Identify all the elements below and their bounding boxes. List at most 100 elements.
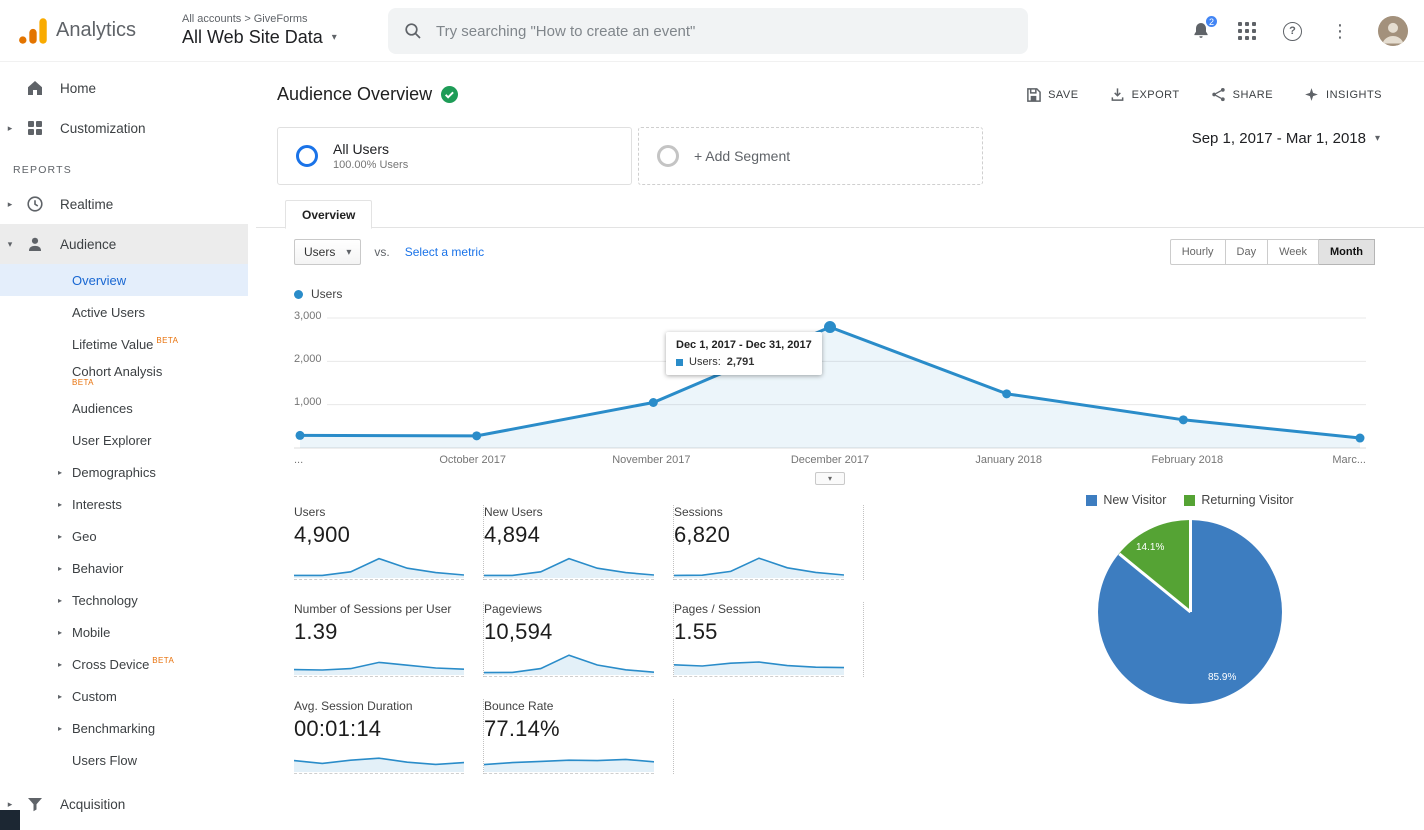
sidebar-subitem[interactable]: ▸ Behavior xyxy=(58,560,124,576)
metric-card[interactable]: Pages / Session 1.55 xyxy=(674,602,864,677)
metric-card[interactable]: Users 4,900 xyxy=(294,505,484,580)
help-icon[interactable]: ? xyxy=(1283,21,1302,41)
bell-icon xyxy=(1191,21,1211,41)
timeline-scrubber-handle[interactable]: ▾ xyxy=(815,472,845,485)
metric-sparkline xyxy=(294,747,464,774)
insights-icon xyxy=(1304,87,1319,102)
sidebar-item-realtime[interactable]: ▸ Realtime xyxy=(0,184,248,224)
sidebar: Home ▸ Customization REPORTS ▸ Realtime … xyxy=(0,62,256,830)
segment-bar: All Users 100.00% Users + Add Segment Se… xyxy=(277,127,1380,185)
metric-card[interactable]: Avg. Session Duration 00:01:14 xyxy=(294,699,484,774)
x-axis-label: Marc... xyxy=(1332,454,1366,466)
notification-badge: 2 xyxy=(1204,14,1219,29)
metric-sparkline xyxy=(674,553,844,580)
expand-caret-icon: ▸ xyxy=(7,198,13,209)
avatar[interactable] xyxy=(1378,16,1408,46)
sidebar-subitem[interactable]: User Explorer xyxy=(72,432,152,448)
line-chart-legend: Users xyxy=(294,287,342,301)
add-segment-button[interactable]: + Add Segment xyxy=(638,127,983,185)
sidebar-subitem[interactable]: ▸ Demographics xyxy=(58,464,156,480)
export-button[interactable]: EXPORT xyxy=(1110,87,1180,102)
granularity-button[interactable]: Month xyxy=(1319,239,1375,265)
legend-returning-visitor[interactable]: Returning Visitor xyxy=(1184,493,1294,507)
sidebar-subitem[interactable]: ▸ Mobile xyxy=(58,624,111,640)
sidebar-item-audience[interactable]: ▾ Audience xyxy=(0,224,248,264)
report-header: Audience Overview SAVE EXPORT SHARE INSI… xyxy=(277,84,1382,105)
overflow-menu-icon[interactable]: ⋮ xyxy=(1331,20,1349,41)
users-over-time-chart: 3,000 2,000 1,000 ... October 2017 Novembe… xyxy=(294,305,1366,490)
expand-caret-icon: ▸ xyxy=(58,723,63,733)
chevron-down-icon: ▾ xyxy=(346,246,352,258)
sidebar-subitem[interactable]: ▸ Cross Device BETA xyxy=(58,655,175,672)
granularity-button[interactable]: Hourly xyxy=(1169,239,1226,265)
nav-collapse-corner[interactable] xyxy=(0,810,20,830)
expand-caret-icon: ▸ xyxy=(58,691,63,701)
share-button[interactable]: SHARE xyxy=(1211,87,1273,102)
insights-button[interactable]: INSIGHTS xyxy=(1304,87,1382,102)
sidebar-item-behavior[interactable]: ▸ Behavior xyxy=(0,824,248,830)
segment-all-users[interactable]: All Users 100.00% Users xyxy=(277,127,632,185)
granularity-toggle: Hourly Day Week Month xyxy=(1169,239,1375,265)
expand-caret-icon: ▸ xyxy=(7,798,13,809)
series-dot-icon xyxy=(294,289,303,299)
sidebar-subitem[interactable]: Overview xyxy=(0,264,248,296)
sidebar-subitem[interactable]: ▸ Benchmarking xyxy=(58,720,156,736)
property-name: All Web Site Data xyxy=(182,27,323,47)
audience-person-icon xyxy=(26,235,44,253)
visitor-type-pie-chart[interactable]: 14.1% 85.9% xyxy=(1098,520,1282,704)
sidebar-item-home[interactable]: Home xyxy=(0,68,248,108)
topbar-actions: 2 ? ⋮ xyxy=(1191,0,1408,62)
summary-metrics: Users 4,900 New Users 4,894 Sessions 6,8… xyxy=(294,505,864,774)
x-axis-label: December 2017 xyxy=(790,454,870,466)
visitor-type-section: New Visitor Returning Visitor 14.1% 85.9… xyxy=(1025,493,1355,704)
search-bar[interactable] xyxy=(388,8,1028,54)
sidebar-subitem[interactable]: Active Users xyxy=(72,304,145,320)
metric-label: Pages / Session xyxy=(674,602,761,616)
sidebar-subitem[interactable]: ▸ Interests xyxy=(58,496,122,512)
sidebar-subitem[interactable]: Lifetime Value BETA xyxy=(72,335,179,352)
line-chart-canvas[interactable] xyxy=(294,305,1366,455)
metric-value: 6,820 xyxy=(674,522,731,547)
metric-card[interactable]: Pageviews 10,594 xyxy=(484,602,674,677)
apps-grid-button[interactable] xyxy=(1238,22,1256,40)
search-input[interactable] xyxy=(436,22,1012,40)
sidebar-subitem[interactable]: Audiences xyxy=(72,400,133,416)
save-button[interactable]: SAVE xyxy=(1026,87,1079,102)
series-square-icon xyxy=(676,358,683,366)
granularity-button[interactable]: Day xyxy=(1225,239,1269,265)
x-axis-label: January 2018 xyxy=(975,454,1042,466)
sidebar-item-customization[interactable]: ▸ Customization xyxy=(0,108,248,148)
expand-caret-icon: ▸ xyxy=(58,531,63,541)
legend-new-visitor[interactable]: New Visitor xyxy=(1086,493,1166,507)
sidebar-subitem[interactable]: ▸ Custom xyxy=(58,688,117,704)
metric-label: Bounce Rate xyxy=(484,699,554,713)
sidebar-subitem[interactable]: ▸ Geo xyxy=(58,528,97,544)
metric-card[interactable]: Number of Sessions per User 1.39 xyxy=(294,602,484,677)
property-selector[interactable]: All accounts > GiveForms All Web Site Data… xyxy=(166,13,337,48)
notifications-button[interactable]: 2 xyxy=(1191,14,1219,41)
tab-overview[interactable]: Overview xyxy=(285,200,373,229)
chevron-down-icon: ▾ xyxy=(331,32,337,43)
product-name: Analytics xyxy=(56,19,137,41)
breadcrumb-account[interactable]: All accounts xyxy=(182,13,242,25)
sidebar-subitem[interactable]: ▸ Technology xyxy=(58,592,138,608)
sidebar-item-acquisition[interactable]: ▸ Acquisition xyxy=(0,784,248,824)
report-actions: SAVE EXPORT SHARE INSIGHTS xyxy=(1026,87,1382,102)
metric-card[interactable]: New Users 4,894 xyxy=(484,505,674,580)
metric-card[interactable]: Bounce Rate 77.14% xyxy=(484,699,674,774)
sidebar-subitem[interactable]: Cohort Analysis BETA xyxy=(0,360,248,392)
metric-selector-dropdown[interactable]: Users ▾ xyxy=(294,239,362,265)
sidebar-subitem[interactable]: Users Flow xyxy=(72,752,138,768)
metric-sparkline xyxy=(674,650,844,677)
metric-sparkline xyxy=(484,650,654,677)
beta-badge: BETA xyxy=(72,377,94,387)
breadcrumb[interactable]: All accounts > GiveForms xyxy=(182,13,337,25)
breadcrumb-property-group[interactable]: GiveForms xyxy=(253,13,308,25)
analytics-logo[interactable]: Analytics xyxy=(0,14,166,48)
date-range-picker[interactable]: Sep 1, 2017 - Mar 1, 2018 ▾ xyxy=(1192,130,1380,147)
metric-card[interactable]: Sessions 6,820 xyxy=(674,505,864,580)
select-metric-link[interactable]: Select a metric xyxy=(404,245,485,259)
granularity-button[interactable]: Week xyxy=(1268,239,1320,265)
metric-sparkline xyxy=(294,650,464,677)
